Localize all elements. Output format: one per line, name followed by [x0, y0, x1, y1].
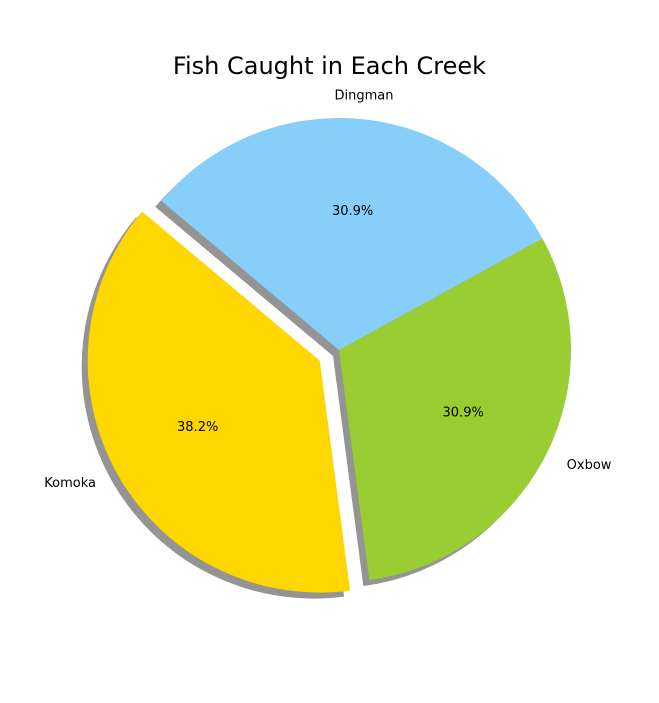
percent-label-dingman: 30.9% — [332, 204, 373, 219]
pie-slice-dingman — [161, 117, 543, 350]
slice-label-dingman: Dingman — [334, 89, 393, 104]
pie-slice-layer — [87, 117, 571, 593]
pie-slice-komoka — [87, 211, 351, 593]
pie-label-layer: Komoka 38.2% Oxbow 30.9% Dingman 30.9% — [44, 89, 612, 491]
percent-label-oxbow: 30.9% — [443, 405, 484, 420]
pie-slice-oxbow — [339, 238, 571, 581]
slice-label-oxbow: Oxbow — [567, 458, 612, 473]
slice-label-komoka: Komoka — [44, 476, 96, 491]
percent-label-komoka: 38.2% — [177, 420, 218, 435]
chart-title: Fish Caught in Each Creek — [172, 52, 487, 80]
